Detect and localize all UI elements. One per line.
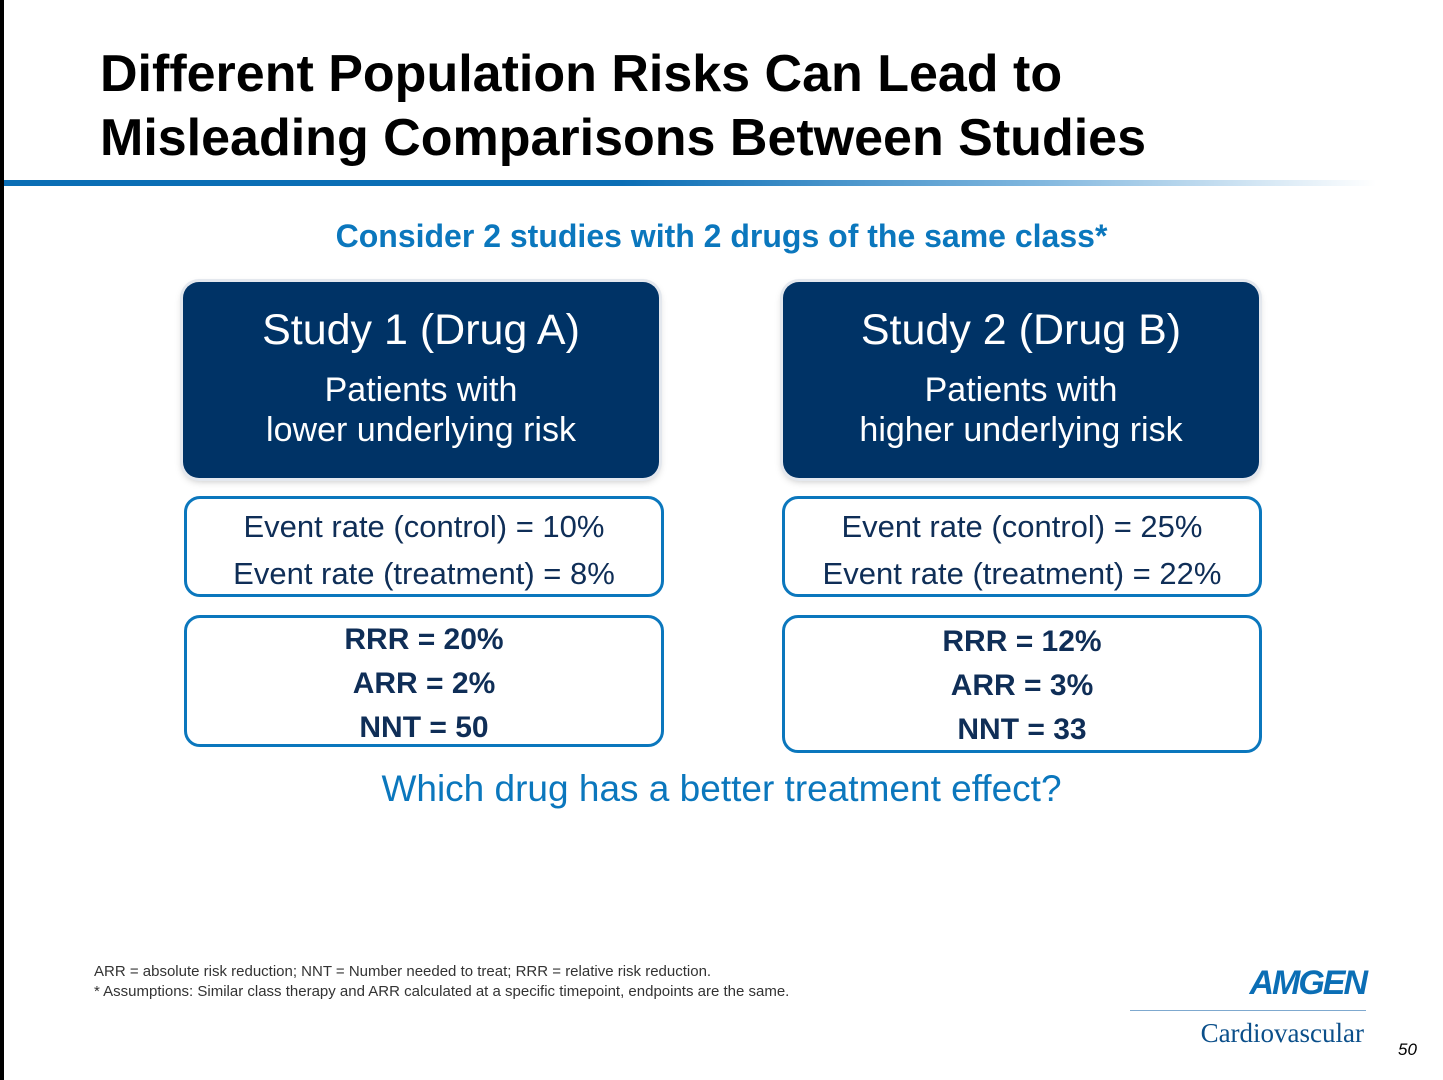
study-2-desc-line-2: higher underlying risk [859,411,1183,449]
footnote-abbreviations: ARR = absolute risk reduction; NNT = Num… [94,963,712,980]
study-2-nnt: NNT = 33 [957,713,1087,746]
study-2-header: Study 2 (Drug B) Patients with higher un… [783,282,1259,478]
study-1-desc-line-2: lower underlying risk [266,411,576,449]
slide-subtitle: Consider 2 studies with 2 drugs of the s… [335,218,1108,254]
study-1-title: Study 1 (Drug A) [262,306,580,354]
study-2-metrics-box: RRR = 12% ARR = 3% NNT = 33 [782,615,1262,753]
study-2-rrr: RRR = 12% [942,625,1102,658]
study-1-metrics-box: RRR = 20% ARR = 2% NNT = 50 [184,615,664,747]
left-edge-bar [0,0,4,1080]
study-2-desc-line-1: Patients with [924,371,1118,409]
study-2-arr: ARR = 3% [950,669,1094,702]
title-line-1: Different Population Risks Can Lead to [100,45,1063,103]
amgen-cardiovascular-logo: AMGEN Cardiovascular [1130,964,1368,1054]
page-number: 50 [1398,1040,1417,1059]
study-1-rates-box: Event rate (control) = 10% Event rate (t… [184,496,664,597]
study-1-rrr: RRR = 20% [344,623,504,656]
study-1-header: Study 1 (Drug A) Patients with lower und… [183,282,659,478]
study-1-desc-line-1: Patients with [324,371,518,409]
study-2-rates-box: Event rate (control) = 25% Event rate (t… [782,496,1262,597]
footnote-assumptions: * Assumptions: Similar class therapy and… [94,983,790,1000]
study-2-treatment-rate: Event rate (treatment) = 22% [822,556,1222,591]
logo-divider [1130,1010,1366,1011]
question-text: Which drug has a better treatment effect… [381,768,1062,809]
logo-brand: AMGEN [1249,964,1368,1002]
footnotes: ARR = absolute risk reduction; NNT = Num… [94,962,789,1002]
study-1-arr: ARR = 2% [352,667,496,700]
study-2-description: Patients with higher underlying risk [783,370,1259,450]
slide-title: Different Population Risks Can Lead to M… [100,42,1350,170]
title-line-2: Misleading Comparisons Between Studies [100,109,1146,167]
study-1-control-rate: Event rate (control) = 10% [243,509,605,544]
logo-division: Cardiovascular [1200,1018,1364,1048]
study-1-description: Patients with lower underlying risk [183,370,659,450]
study-2-title: Study 2 (Drug B) [860,306,1182,354]
title-divider [4,180,1376,186]
study-1-nnt: NNT = 50 [359,711,489,744]
study-1-treatment-rate: Event rate (treatment) = 8% [233,556,615,591]
study-2-control-rate: Event rate (control) = 25% [841,509,1203,544]
